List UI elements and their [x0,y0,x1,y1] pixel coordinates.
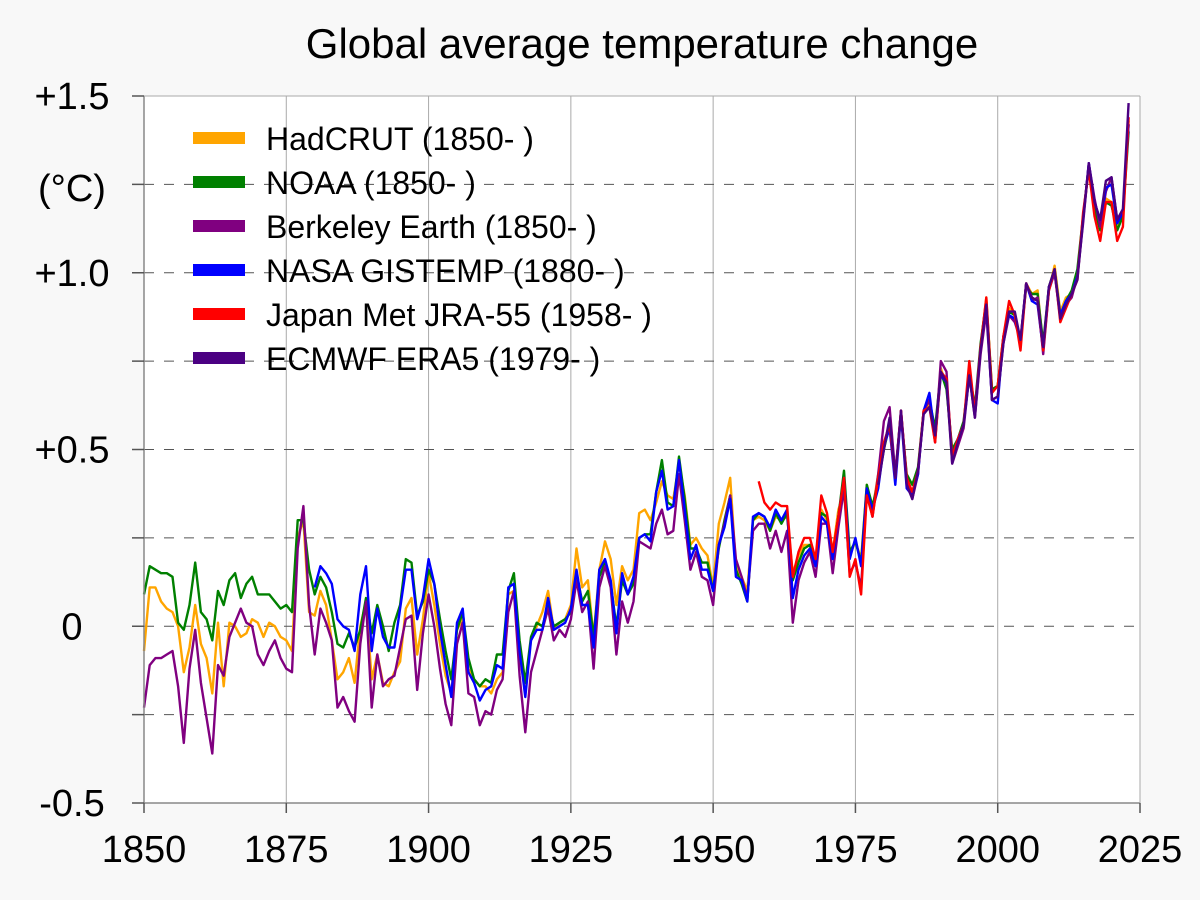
legend-swatch [193,176,245,188]
legend-label: Berkeley Earth (1850- ) [266,209,597,245]
legend-swatch [193,352,245,364]
x-tick-label: 1925 [529,829,614,871]
x-tick-label: 1975 [813,829,898,871]
axes [132,95,1141,813]
legend-swatch [193,220,245,232]
legend-label: NASA GISTEMP (1880- ) [266,253,625,289]
y-tick-labels: -0.5 0 +0.5 +1.0 +1.5 [34,76,109,825]
y-tick-label: +0.5 [34,430,109,472]
legend-swatch [193,132,245,144]
legend-swatch [193,264,245,276]
y-axis-unit-label: (°C) [38,168,106,210]
series-lines [142,103,1130,755]
x-tick-label: 1850 [102,829,187,871]
series-line-5 [877,103,1130,501]
legend-label: ECMWF ERA5 (1979- ) [266,341,600,377]
y-tick-label: -0.5 [39,783,104,825]
x-tick-label: 2025 [1098,829,1183,871]
x-tick-label: 2000 [955,829,1040,871]
chart-title: Global average temperature change [306,20,978,67]
legend: HadCRUT (1850- ) NOAA (1850- ) Berkeley Ea… [193,121,652,377]
x-tick-label: 1875 [244,829,329,871]
legend-label: HadCRUT (1850- ) [266,121,534,157]
x-tick-label: 1900 [386,829,471,871]
y-tick-label: +1.5 [34,76,109,118]
y-tick-label: 0 [61,606,82,648]
x-tick-label: 1950 [671,829,756,871]
y-tick-label: +1.0 [34,253,109,295]
legend-label: NOAA (1850- ) [266,165,476,201]
x-tick-labels: 1850 1875 1900 1925 1950 1975 2000 2025 [102,829,1183,871]
legend-swatch [193,308,245,320]
legend-label: Japan Met JRA-55 (1958- ) [266,297,652,333]
